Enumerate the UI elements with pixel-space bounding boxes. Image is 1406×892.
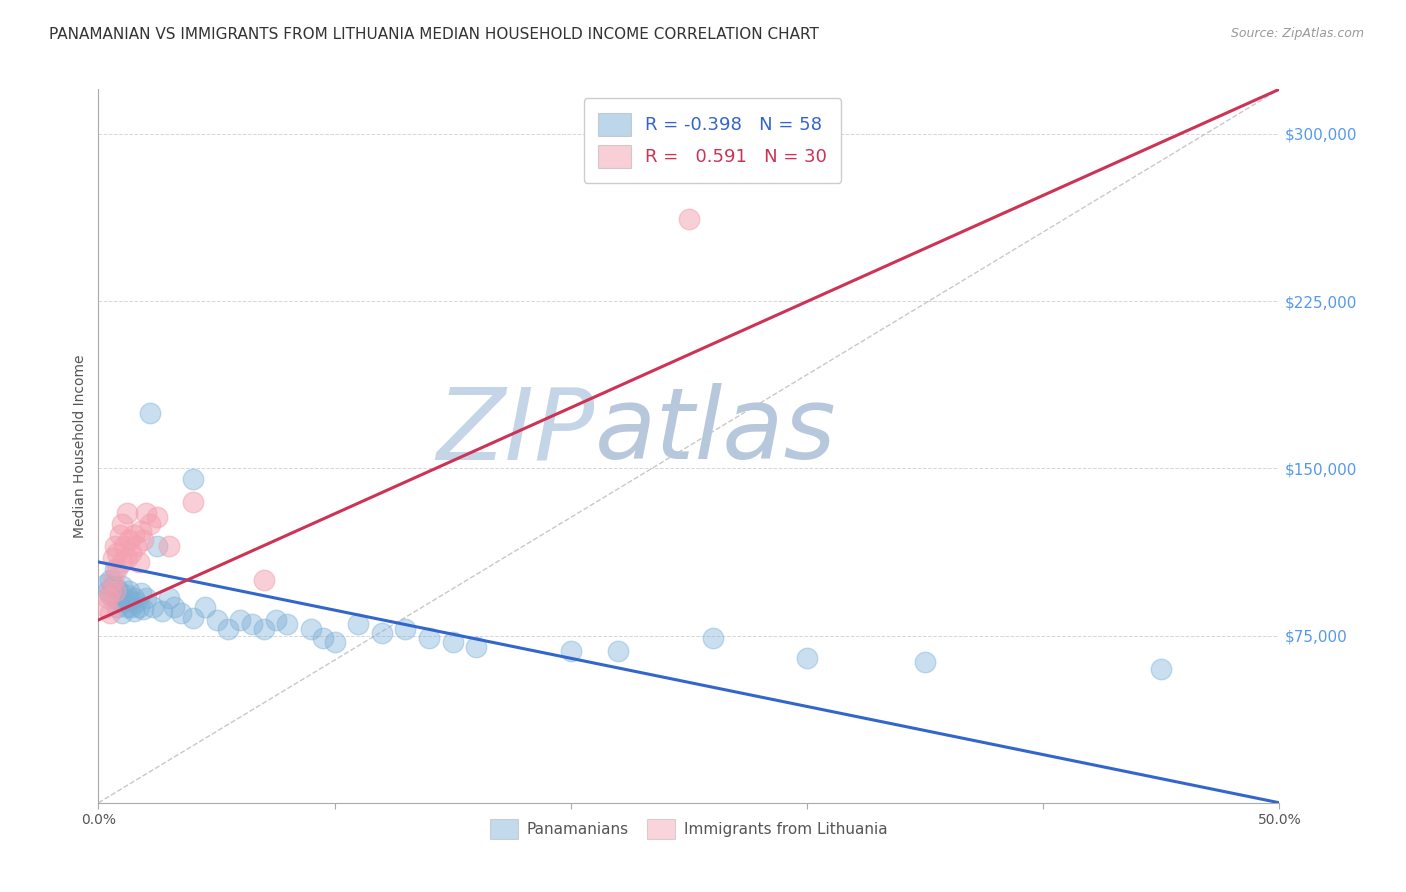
Point [323, 635, 346, 649]
Point [121, 599, 143, 614]
Point [104, 539, 127, 553]
Point [94, 599, 117, 614]
Point [465, 640, 488, 654]
Point [128, 555, 150, 569]
Point [111, 607, 134, 621]
Point [121, 546, 143, 560]
Point [104, 591, 127, 605]
Point [418, 631, 440, 645]
Point [125, 595, 148, 609]
Point [702, 631, 724, 645]
Point [146, 539, 169, 553]
Point [139, 405, 162, 419]
Y-axis label: Median Household Income: Median Household Income [73, 354, 87, 538]
Point [347, 617, 370, 632]
Point [122, 591, 145, 605]
Point [105, 599, 128, 614]
Point [97, 583, 120, 598]
Point [194, 599, 217, 614]
Point [129, 524, 152, 538]
Point [217, 622, 239, 636]
Text: Source: ZipAtlas.com: Source: ZipAtlas.com [1230, 27, 1364, 40]
Point [118, 583, 141, 598]
Point [118, 592, 141, 607]
Point [97, 591, 120, 605]
Point [105, 582, 128, 596]
Point [240, 617, 263, 632]
Point [560, 644, 582, 658]
Point [132, 601, 155, 615]
Point [796, 651, 818, 665]
Point [150, 604, 173, 618]
Point [108, 586, 131, 600]
Point [98, 573, 121, 587]
Point [94, 577, 117, 591]
Point [112, 539, 135, 553]
Point [128, 599, 150, 614]
Point [181, 472, 204, 486]
Point [115, 506, 138, 520]
Point [146, 510, 169, 524]
Point [108, 592, 131, 607]
Point [678, 211, 700, 226]
Point [135, 506, 157, 520]
Point [122, 528, 145, 542]
Point [98, 583, 121, 598]
Point [163, 599, 186, 614]
Point [112, 595, 135, 609]
Point [264, 613, 287, 627]
Point [105, 562, 128, 576]
Point [139, 516, 162, 531]
Point [276, 617, 298, 632]
Point [371, 626, 394, 640]
Point [253, 622, 276, 636]
Point [125, 539, 148, 553]
Point [157, 591, 180, 605]
Point [135, 591, 157, 605]
Point [181, 494, 204, 508]
Point [101, 580, 124, 594]
Text: atlas: atlas [595, 384, 837, 480]
Point [914, 655, 936, 669]
Point [118, 533, 141, 547]
Point [111, 555, 134, 569]
Text: ZIP: ZIP [436, 384, 595, 480]
Point [115, 550, 138, 565]
Point [98, 607, 121, 621]
Point [132, 533, 155, 547]
Point [111, 516, 134, 531]
Point [104, 583, 127, 598]
Point [441, 635, 464, 649]
Point [108, 528, 131, 542]
Point [142, 599, 165, 614]
Point [1150, 662, 1173, 676]
Point [312, 631, 335, 645]
Point [115, 589, 138, 603]
Point [122, 604, 145, 618]
Point [105, 546, 128, 560]
Point [394, 622, 416, 636]
Text: PANAMANIAN VS IMMIGRANTS FROM LITHUANIA MEDIAN HOUSEHOLD INCOME CORRELATION CHAR: PANAMANIAN VS IMMIGRANTS FROM LITHUANIA … [49, 27, 820, 42]
Point [98, 589, 121, 603]
Point [104, 562, 127, 576]
Point [229, 613, 252, 627]
Point [129, 586, 152, 600]
Point [115, 599, 138, 614]
Point [101, 573, 124, 587]
Point [170, 607, 193, 621]
Point [607, 644, 630, 658]
Point [157, 539, 180, 553]
Point [253, 573, 276, 587]
Point [205, 613, 228, 627]
Legend: Panamanians, Immigrants from Lithuania: Panamanians, Immigrants from Lithuania [484, 814, 894, 845]
Point [101, 550, 124, 565]
Point [111, 580, 134, 594]
Point [299, 622, 322, 636]
Point [181, 610, 204, 624]
